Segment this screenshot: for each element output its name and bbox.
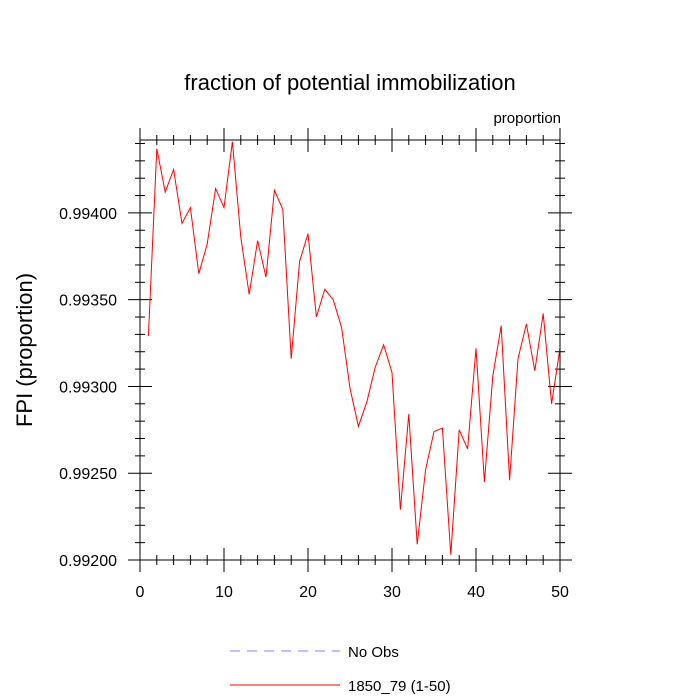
minor-ticks <box>135 135 565 565</box>
x-tick-label: 10 <box>215 584 233 601</box>
units-label: proportion <box>493 110 561 127</box>
x-tick-label: 0 <box>136 584 145 601</box>
plot-frame <box>139 139 561 561</box>
chart-title: fraction of potential immobilization <box>184 70 515 95</box>
y-tick-label: 0.99400 <box>59 206 117 223</box>
x-tick-label: 50 <box>551 584 569 601</box>
legend: No Obs 1850_79 (1-50) <box>230 644 451 695</box>
y-axis-label: FPI (proportion) <box>12 273 37 427</box>
x-tick-labels: 0 10 20 30 40 50 <box>136 584 569 601</box>
series-group <box>147 141 561 555</box>
y-tick-label: 0.99200 <box>59 553 117 570</box>
x-tick-label: 20 <box>299 584 317 601</box>
legend-label-1850-79: 1850_79 (1-50) <box>348 678 451 695</box>
legend-label-no-obs: No Obs <box>348 644 399 661</box>
major-ticks <box>128 128 572 572</box>
y-tick-label: 0.99350 <box>59 293 117 310</box>
x-tick-label: 40 <box>467 584 485 601</box>
series-line-1 <box>147 141 561 555</box>
x-tick-label: 30 <box>383 584 401 601</box>
y-tick-labels: 0.99200 0.99250 0.99300 0.99350 0.99400 <box>59 206 117 570</box>
y-tick-label: 0.99250 <box>59 466 117 483</box>
y-tick-label: 0.99300 <box>59 379 117 396</box>
